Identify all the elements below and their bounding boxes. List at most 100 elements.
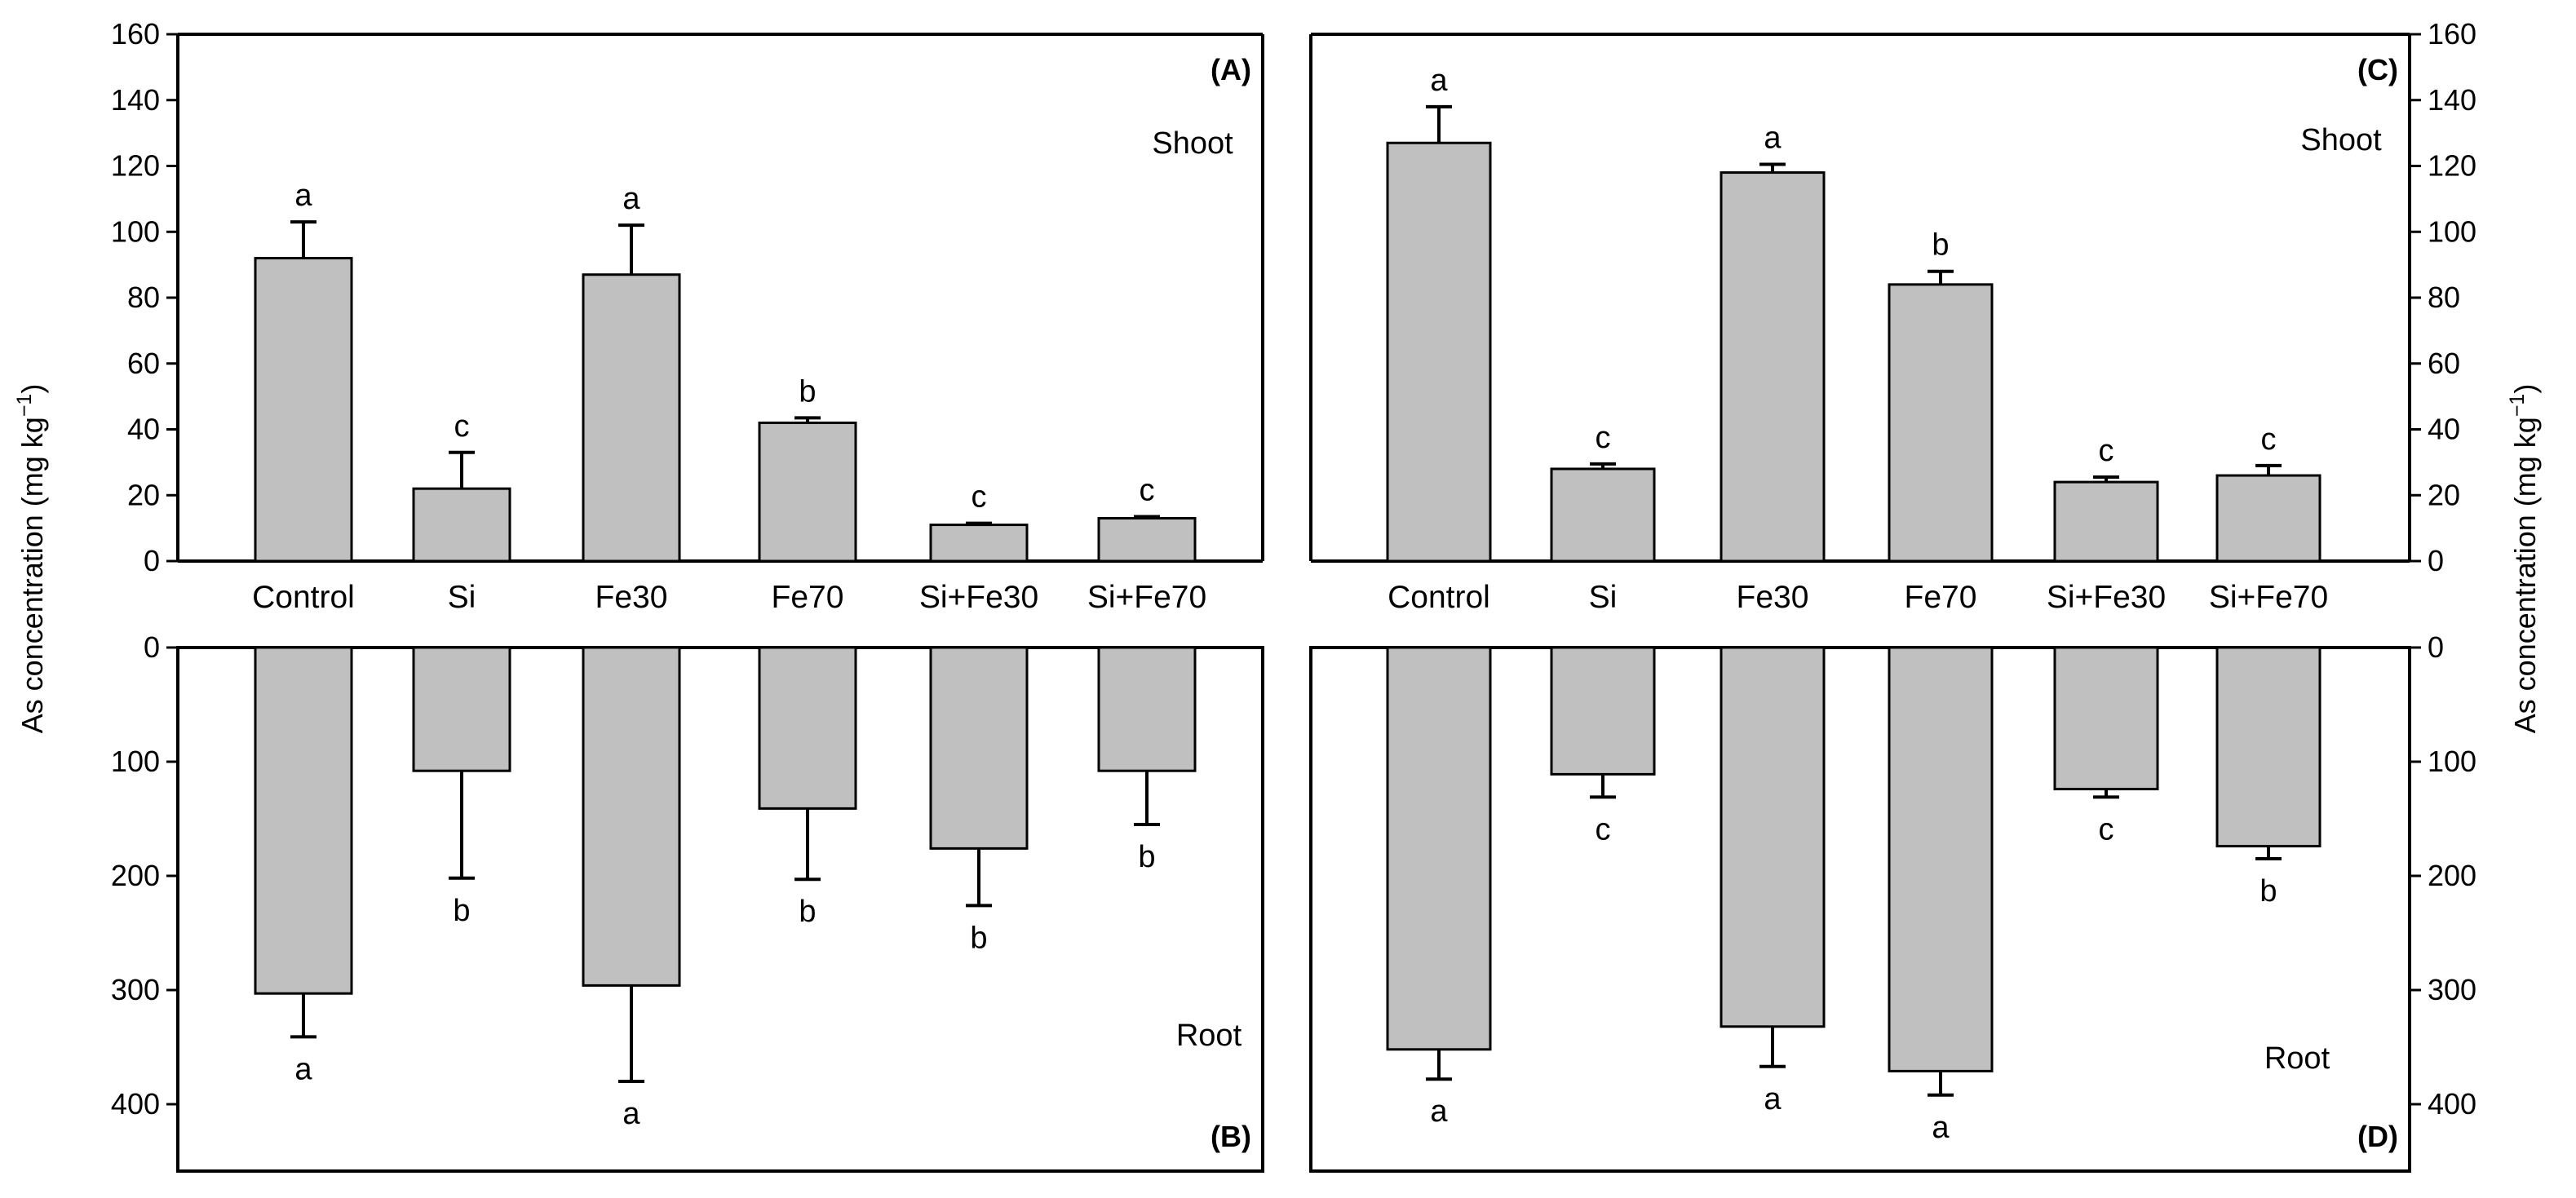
panel-d-bar bbox=[2053, 646, 2159, 791]
panel-a-bar bbox=[582, 273, 681, 563]
panel-d-frame bbox=[1309, 646, 2411, 1173]
panel-c-significance-label: b bbox=[1932, 228, 1949, 263]
panel-d-bar bbox=[2215, 646, 2321, 848]
panel-b-ytick-label: 200 bbox=[111, 859, 160, 892]
panel-d-bar bbox=[1550, 646, 1656, 776]
panel-c-bar bbox=[1888, 283, 1994, 563]
panel-c-significance-label: c bbox=[2099, 434, 2114, 468]
y-axis-label-right: As concentration (mg kg−1) bbox=[2506, 384, 2542, 734]
panel-c-ytick-label: 100 bbox=[2428, 214, 2476, 248]
panel-b-significance-label: a bbox=[622, 1097, 640, 1131]
panel-d-bar bbox=[1720, 646, 1826, 1028]
panel-a-significance-label: c bbox=[972, 480, 987, 515]
panel-d-significance-label: a bbox=[1932, 1111, 1950, 1145]
panel-a-ytick-label: 60 bbox=[127, 347, 160, 380]
panel-b-significance-label: b bbox=[1138, 840, 1155, 874]
panel-c-category-label: Fe30 bbox=[1737, 580, 1809, 615]
panel-b-ytick-label: 0 bbox=[144, 630, 160, 664]
y-axis-label-right-end: ) bbox=[2508, 384, 2542, 394]
panel-c-bar bbox=[2053, 480, 2159, 563]
panel-a-ytick-label: 120 bbox=[111, 149, 160, 183]
panel-d-ytick-label: 100 bbox=[2428, 745, 2476, 778]
panel-d-tissue-label: Root bbox=[2264, 1041, 2330, 1076]
panel-c-significance-label: a bbox=[1430, 64, 1448, 98]
panel-d-significance-label: c bbox=[1596, 812, 1611, 847]
panel-d-significance-label: a bbox=[1430, 1094, 1448, 1129]
panel-a-significance-label: c bbox=[454, 409, 470, 444]
panel-a-bar bbox=[758, 421, 857, 563]
panel-c-ytick-label: 80 bbox=[2428, 281, 2460, 314]
panel-b-significance-label: a bbox=[294, 1052, 312, 1086]
panel-c-category-label: Fe70 bbox=[1905, 580, 1977, 615]
panel-b-significance-label: b bbox=[799, 895, 816, 929]
panel-c-ytick-label: 120 bbox=[2428, 149, 2476, 183]
panel-c-tissue-label: Shoot bbox=[2300, 123, 2382, 157]
panel-b-significance-label: b bbox=[453, 894, 470, 928]
panel-a-significance-label: a bbox=[622, 182, 640, 216]
panel-a-ytick-label: 0 bbox=[144, 544, 160, 577]
panel-a-category-label: Si+Fe70 bbox=[1087, 580, 1206, 615]
panel-d-bar bbox=[1386, 646, 1492, 1051]
panel-c-category-label: Si+Fe70 bbox=[2209, 580, 2328, 615]
panel-a-bar bbox=[1097, 517, 1197, 563]
panel-c-ytick-label: 40 bbox=[2428, 413, 2460, 446]
panel-a-ytick-label: 100 bbox=[111, 214, 160, 248]
left-panels: 0 20 40 60 80 100 120 140 160 a Control c Si a Fe30 b Fe… bbox=[111, 17, 1264, 1173]
panel-c-ytick-label: 20 bbox=[2428, 478, 2460, 511]
panel-c-bar bbox=[1550, 467, 1656, 563]
panel-c-category-label: Control bbox=[1388, 580, 1490, 615]
panel-a-significance-label: c bbox=[1140, 473, 1155, 507]
panel-b-significance-label: b bbox=[970, 921, 987, 955]
panel-c-panel-label: (C) bbox=[2357, 53, 2398, 86]
panel-a-significance-label: a bbox=[294, 179, 312, 213]
panel-c-ytick-label: 140 bbox=[2428, 83, 2476, 117]
panel-d-significance-label: b bbox=[2260, 874, 2277, 908]
panel-a-bar bbox=[412, 487, 511, 563]
panel-a-category-label: Fe30 bbox=[595, 580, 668, 615]
panel-a-category-label: Si+Fe30 bbox=[919, 580, 1038, 615]
panel-c-ytick-label: 160 bbox=[2428, 17, 2476, 51]
panel-b-bar bbox=[758, 646, 857, 810]
y-axis-label-left-end: ) bbox=[15, 384, 49, 394]
panel-a-bar bbox=[254, 257, 353, 563]
y-axis-label-right-sup: −1 bbox=[2506, 394, 2529, 418]
panel-b-ytick-label: 100 bbox=[111, 745, 160, 778]
panel-b-panel-label: (B) bbox=[1211, 1120, 1251, 1153]
panel-d-ytick-label: 300 bbox=[2428, 973, 2476, 1006]
panel-b-bar bbox=[412, 646, 511, 772]
panel-a-panel-label: (A) bbox=[1211, 53, 1251, 86]
panel-a-category-label: Si bbox=[448, 580, 476, 615]
panel-a-category-label: Fe70 bbox=[772, 580, 844, 615]
panel-d-panel-label: (D) bbox=[2357, 1120, 2398, 1153]
panel-c-category-label: Si bbox=[1589, 580, 1618, 615]
panel-c-bar bbox=[1386, 141, 1492, 563]
panel-c-bar bbox=[1720, 171, 1826, 563]
panel-a-ytick-label: 140 bbox=[111, 83, 160, 117]
y-axis-label-left-main: As concentration (mg kg bbox=[15, 417, 49, 733]
panel-b-ytick-label: 400 bbox=[111, 1087, 160, 1121]
panel-d-ytick-label: 400 bbox=[2428, 1087, 2476, 1121]
panel-d-significance-label: c bbox=[2099, 812, 2114, 847]
panel-c-bar bbox=[2215, 474, 2321, 563]
panel-b-bar bbox=[582, 646, 681, 987]
panel-a-category-label: Control bbox=[252, 580, 355, 615]
panel-a-ytick-label: 20 bbox=[127, 478, 160, 511]
panel-b-bar bbox=[929, 646, 1029, 850]
panel-c-significance-label: a bbox=[1764, 121, 1782, 155]
panel-a-ytick-label: 160 bbox=[111, 17, 160, 51]
panel-b-bar bbox=[254, 646, 353, 995]
panel-c-ytick-label: 60 bbox=[2428, 347, 2460, 380]
panel-b-tissue-label: Root bbox=[1176, 1019, 1242, 1053]
panel-d-bar bbox=[1888, 646, 1994, 1072]
y-axis-label-left-sup: −1 bbox=[13, 394, 36, 418]
panel-c-significance-label: c bbox=[1596, 421, 1611, 455]
panel-c-ytick-label: 0 bbox=[2428, 544, 2444, 577]
panel-d-significance-label: a bbox=[1764, 1082, 1782, 1116]
panel-a-ytick-label: 40 bbox=[127, 413, 160, 446]
y-axis-label-left: As concentration (mg kg−1) bbox=[13, 384, 49, 734]
panel-a-ytick-label: 80 bbox=[127, 281, 160, 314]
panel-b-ytick-label: 300 bbox=[111, 973, 160, 1006]
right-panels: 0 20 40 60 80 100 120 140 160 a Control c Si a Fe30 b Fe… bbox=[1309, 17, 2476, 1173]
panel-b-bar bbox=[1097, 646, 1197, 772]
